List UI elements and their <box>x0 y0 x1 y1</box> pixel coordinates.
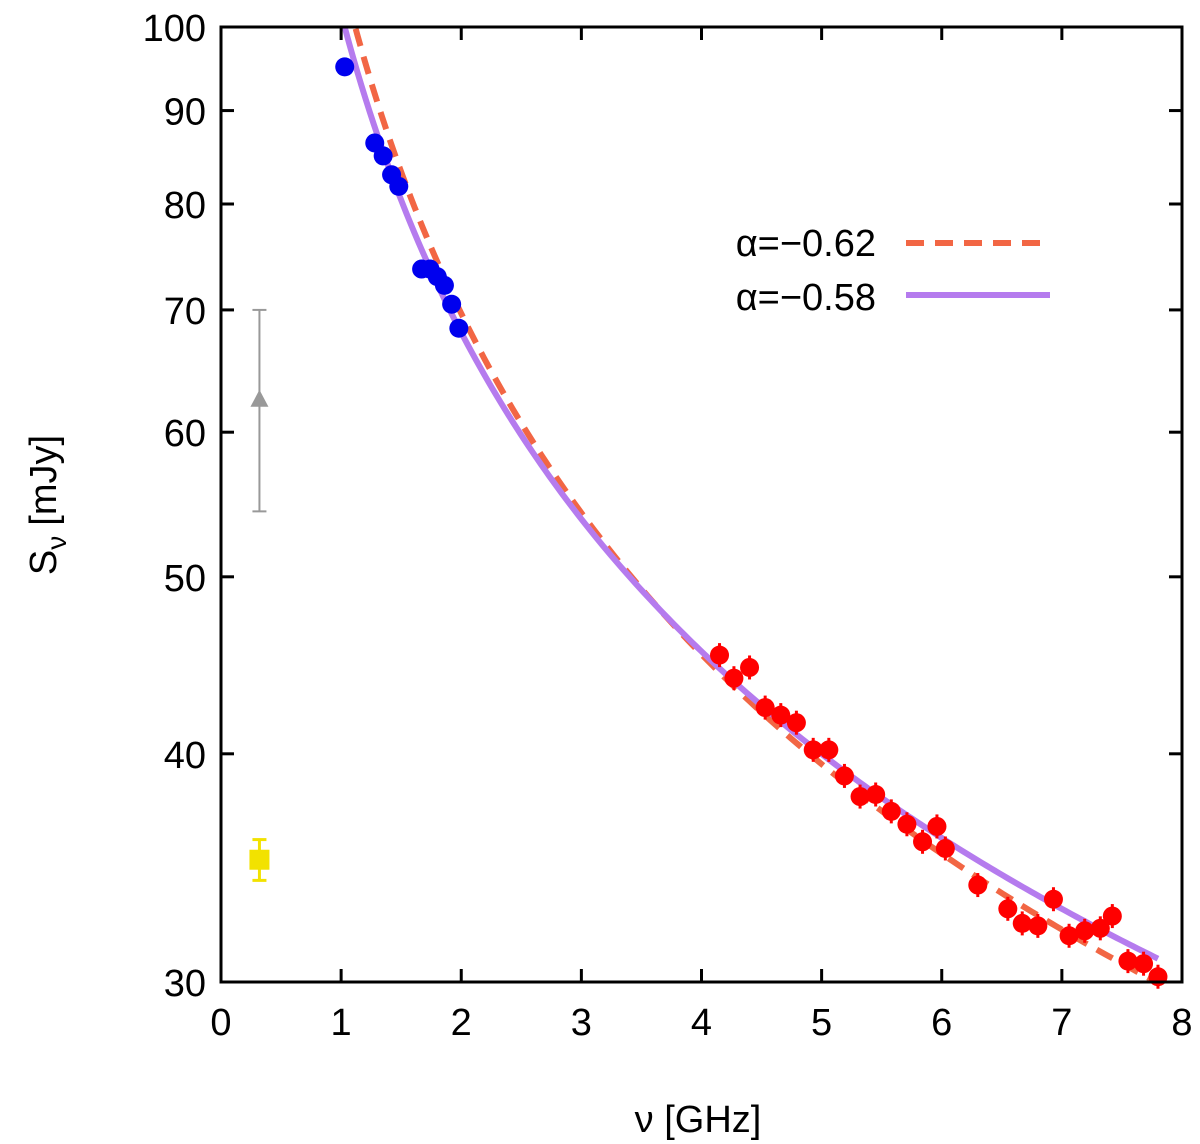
y-tick-label: 30 <box>164 963 206 1005</box>
data-point <box>1012 913 1032 933</box>
data-point <box>803 740 823 760</box>
fit-curve-solid <box>341 27 1160 962</box>
legend: α=−0.62 α=−0.58 <box>736 223 1050 319</box>
data-point <box>1059 926 1079 946</box>
data-point <box>913 832 933 852</box>
x-tick-label: 7 <box>1051 1002 1072 1044</box>
series-blue <box>335 57 469 338</box>
data-point <box>755 698 775 718</box>
data-point <box>935 838 955 858</box>
data-point <box>724 668 744 688</box>
data-point <box>1134 954 1154 974</box>
data-point <box>449 318 469 338</box>
data-point <box>927 816 947 836</box>
data-point <box>1043 889 1063 909</box>
x-tick-label: 3 <box>571 1002 592 1044</box>
data-point <box>866 784 886 804</box>
x-tick-label: 8 <box>1171 1002 1192 1044</box>
data-points <box>335 57 1168 989</box>
y-tick-label: 40 <box>164 735 206 777</box>
data-point <box>819 740 839 760</box>
data-point <box>1102 906 1122 926</box>
x-tick-label: 5 <box>811 1002 832 1044</box>
x-tick-label: 0 <box>210 1002 231 1044</box>
error-points <box>249 308 270 882</box>
data-point <box>771 705 791 725</box>
data-point <box>998 899 1018 919</box>
y-axis-title-unit: [mJy] <box>23 435 65 526</box>
y-tick-label: 90 <box>164 92 206 134</box>
data-point <box>897 814 917 834</box>
y-tick-label: 60 <box>164 413 206 455</box>
data-point <box>373 146 393 166</box>
x-tick-label: 1 <box>331 1002 352 1044</box>
data-point <box>442 294 462 314</box>
data-point <box>710 645 730 665</box>
y-axis-title-sub: ν <box>41 536 72 550</box>
legend-label-alpha-058: α=−0.58 <box>736 277 876 319</box>
y-axis-title-main: S <box>23 550 65 575</box>
triangle-marker <box>250 389 269 407</box>
square-marker <box>249 849 270 870</box>
data-point <box>968 875 988 895</box>
axes-frame <box>219 25 1184 984</box>
x-tick-label: 2 <box>451 1002 472 1044</box>
legend-label-alpha-062: α=−0.62 <box>736 223 876 265</box>
data-point <box>881 801 901 821</box>
data-point <box>1075 921 1095 941</box>
data-point <box>786 713 806 733</box>
data-point <box>1090 918 1110 938</box>
data-point <box>389 176 409 196</box>
data-point <box>335 57 355 77</box>
x-tick-label: 6 <box>931 1002 952 1044</box>
data-point <box>434 275 454 295</box>
y-tick-label: 70 <box>164 291 206 333</box>
data-point <box>850 787 870 807</box>
x-tick-label: 4 <box>691 1002 712 1044</box>
y-tick-label: 100 <box>143 8 206 50</box>
y-axis-title: Sν [mJy] <box>23 435 72 575</box>
series-red <box>710 643 1168 989</box>
y-tick-label: 50 <box>164 558 206 600</box>
plot-frame <box>219 25 1184 984</box>
data-point <box>1118 951 1138 971</box>
error-point-square <box>249 838 270 882</box>
data-point <box>1028 916 1048 936</box>
x-axis-title: ν [GHz] <box>635 1099 762 1141</box>
error-point-triangle <box>250 308 269 513</box>
y-tick-label: 80 <box>164 185 206 227</box>
fit-curve-dashed <box>352 27 1160 982</box>
data-point <box>740 657 760 677</box>
fit-curves <box>341 27 1160 982</box>
axis-ticks: 0 1 2 3 4 5 6 7 8 30 40 50 60 70 80 90 100 <box>143 8 1193 1044</box>
data-point <box>834 766 854 786</box>
